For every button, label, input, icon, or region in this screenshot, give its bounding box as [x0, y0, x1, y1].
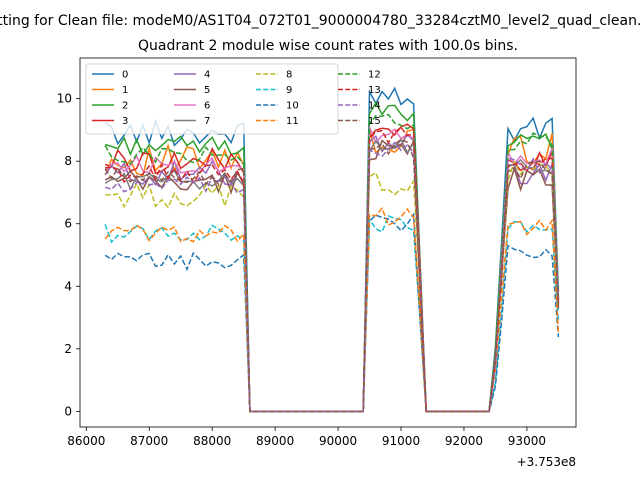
legend-label-11: 11: [286, 116, 299, 127]
y-tick-label: 10: [57, 92, 72, 106]
y-tick-label: 2: [64, 342, 72, 356]
plot-frame: [79, 57, 577, 428]
x-tick-label: 89000: [256, 434, 294, 448]
y-tick-label: 4: [64, 279, 72, 293]
y-axis: 0 2 4 6 8 10: [57, 92, 80, 418]
series-line-15: [104, 138, 560, 413]
legend-label-2: 2: [122, 101, 128, 112]
y-tick-label: 6: [64, 217, 72, 231]
legend-label-5: 5: [204, 85, 210, 96]
legend-label-10: 10: [286, 101, 299, 112]
legend-label-4: 4: [204, 70, 210, 81]
legend-label-13: 13: [368, 85, 381, 96]
legend-label-14: 14: [368, 101, 381, 112]
figure-suptitle: Plotting for Clean file: modeM0/AS1T04_0…: [0, 13, 640, 29]
legend-label-7: 7: [204, 116, 210, 127]
legend-label-3: 3: [122, 116, 128, 127]
y-tick-label: 0: [64, 404, 72, 418]
series-layer: [104, 86, 560, 413]
legend-label-15: 15: [368, 116, 381, 127]
x-tick-label: 92000: [445, 434, 483, 448]
x-tick-label: 88000: [193, 434, 231, 448]
y-tick-label: 8: [64, 154, 72, 168]
legend-label-12: 12: [368, 70, 381, 81]
legend-label-9: 9: [286, 85, 292, 96]
x-tick-label: 86000: [67, 434, 105, 448]
x-axis: 86000 87000 88000 89000 90000 91000 92000 93000: [67, 427, 546, 448]
x-tick-label: 91000: [382, 434, 420, 448]
chart-title: Quadrant 2 module wise count rates with …: [138, 38, 518, 54]
legend-label-0: 0: [122, 70, 128, 81]
x-axis-offset-label: +3.753e8: [517, 455, 576, 469]
x-tick-label: 93000: [508, 434, 546, 448]
legend-box: [85, 63, 339, 135]
legend-label-8: 8: [286, 70, 292, 81]
legend-label-6: 6: [204, 101, 210, 112]
x-tick-label: 90000: [319, 434, 357, 448]
x-tick-label: 87000: [130, 434, 168, 448]
series-line-14: [104, 141, 560, 413]
legend-label-1: 1: [122, 85, 128, 96]
